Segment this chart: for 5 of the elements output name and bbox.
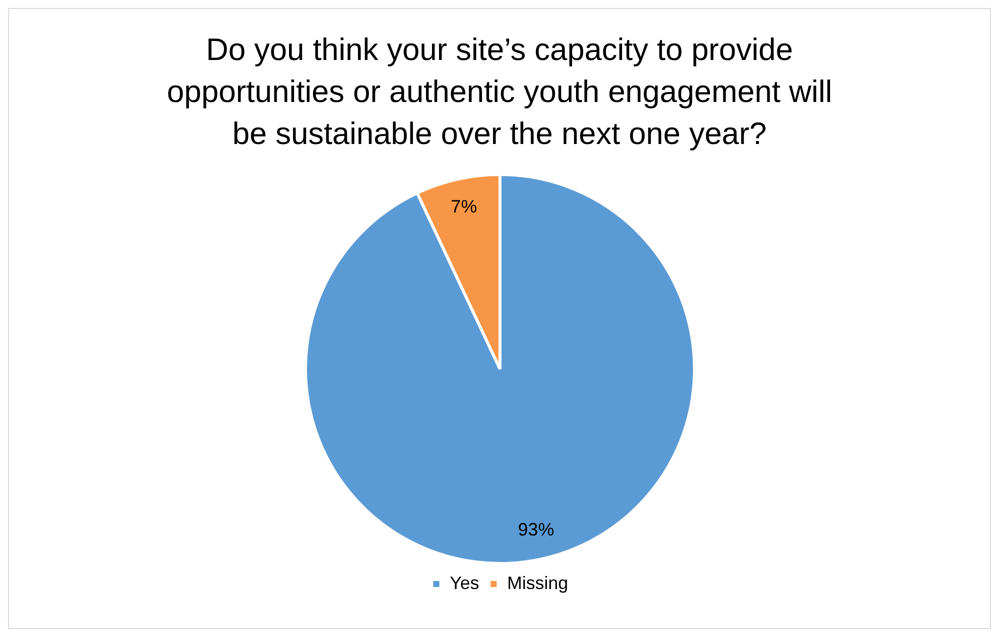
legend-label: Missing [506,572,568,593]
data-label: 7% [450,196,476,217]
chart-title: Do you think your site’s capacity to provide opportunities or authentic youth engagement will be sustainable over the next one year? [166,31,834,153]
legend-label: Yes [449,572,479,593]
data-label: 93% [518,519,554,540]
